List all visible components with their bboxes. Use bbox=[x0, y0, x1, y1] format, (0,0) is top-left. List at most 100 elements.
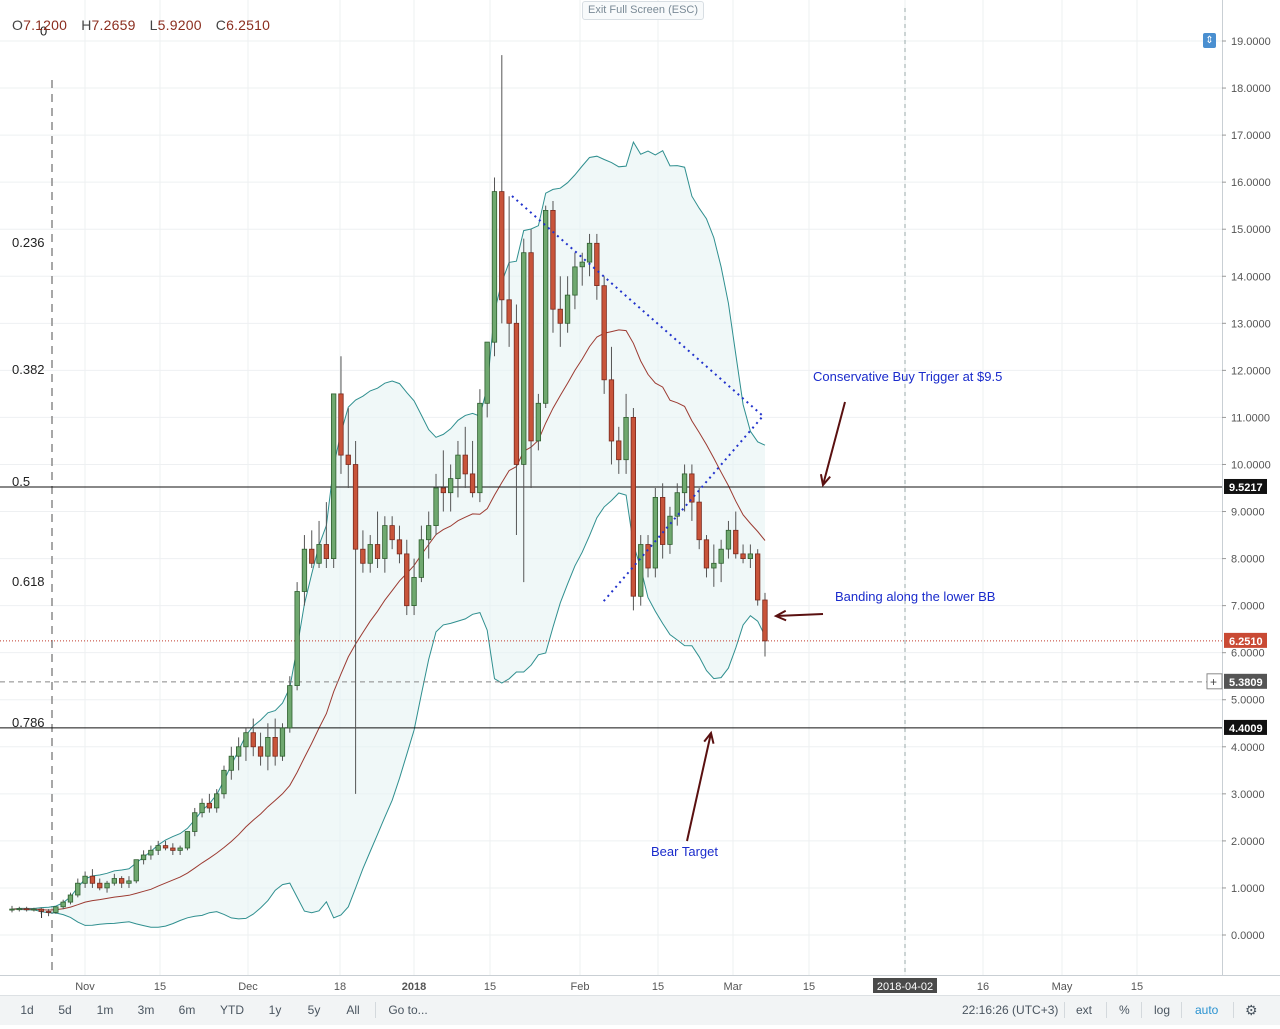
candle-body bbox=[97, 882, 103, 889]
candle-body bbox=[667, 515, 673, 545]
close-value: 6.2510 bbox=[226, 17, 271, 33]
candle-body bbox=[38, 908, 44, 912]
candle-body bbox=[477, 402, 483, 494]
candle-body bbox=[645, 544, 651, 569]
percent-scale-toggle[interactable]: % bbox=[1119, 1003, 1130, 1017]
candle-body bbox=[506, 299, 512, 324]
candle-body bbox=[564, 294, 571, 324]
log-scale-toggle[interactable]: log bbox=[1154, 1003, 1171, 1017]
candle-body bbox=[469, 473, 476, 494]
time-tick-label: 18 bbox=[334, 981, 346, 993]
add-alert-plus-icon[interactable] bbox=[1206, 673, 1223, 690]
open-value: 7.1200 bbox=[23, 17, 68, 33]
candle-body bbox=[309, 548, 315, 564]
candle-body bbox=[425, 525, 432, 541]
candle-body bbox=[16, 908, 22, 911]
exit-fullscreen-button[interactable]: Exit Full Screen (ESC) bbox=[582, 1, 705, 20]
extended-hours-toggle[interactable]: ext bbox=[1076, 1003, 1093, 1017]
toolbar-divider bbox=[375, 1002, 376, 1018]
timeframe-1m-button[interactable]: 1m bbox=[96, 1003, 114, 1017]
timeframe-1d-button[interactable]: 1d bbox=[20, 1003, 34, 1017]
price-tick-label: 8.0000 bbox=[1231, 554, 1265, 566]
toolbar-divider bbox=[1181, 1002, 1182, 1018]
timeframe-3m-button[interactable]: 3m bbox=[137, 1003, 155, 1017]
candle-body bbox=[396, 539, 403, 555]
toolbar-divider bbox=[1106, 1002, 1107, 1018]
candle-body bbox=[360, 548, 366, 564]
buy-trigger-arrow-head bbox=[819, 474, 831, 488]
auto-scale-toggle[interactable]: auto bbox=[1195, 1003, 1219, 1017]
close-label: C bbox=[215, 17, 227, 33]
candle-body bbox=[711, 562, 717, 569]
candle-body bbox=[703, 539, 710, 569]
price-tick-label: 19.0000 bbox=[1231, 36, 1271, 48]
candle-body bbox=[411, 577, 417, 607]
timeframe-1y-button[interactable]: 1y bbox=[268, 1003, 282, 1017]
candle-body bbox=[455, 454, 461, 480]
fib-0.786-price-tag: 4.4009 bbox=[1229, 723, 1263, 735]
candle-body bbox=[689, 473, 695, 503]
timeframe-all-button[interactable]: All bbox=[346, 1003, 360, 1017]
candle-body bbox=[718, 548, 724, 564]
price-tick-label: 4.0000 bbox=[1231, 742, 1265, 754]
open-label: O bbox=[12, 17, 24, 33]
candle-body bbox=[243, 732, 249, 748]
candle-body bbox=[681, 473, 688, 494]
candle-body bbox=[192, 812, 198, 832]
candle-body bbox=[45, 911, 52, 913]
candle-body bbox=[82, 875, 88, 884]
candle-body bbox=[272, 737, 278, 757]
candle-body bbox=[696, 501, 702, 541]
timeframe-ytd-button[interactable]: YTD bbox=[220, 1003, 244, 1017]
price-tick-label: 15.0000 bbox=[1231, 224, 1271, 236]
candle-body bbox=[213, 793, 220, 809]
candle-body bbox=[733, 529, 739, 555]
time-tick-label: Nov bbox=[75, 981, 95, 993]
candle-body bbox=[235, 746, 242, 757]
candle-body bbox=[491, 191, 498, 343]
price-tick-label: 18.0000 bbox=[1231, 83, 1271, 95]
banding-arrow-head bbox=[773, 609, 787, 622]
candle-body bbox=[484, 341, 490, 404]
settings-gear-icon[interactable]: ⚙ bbox=[1245, 1002, 1258, 1018]
goto-date-button[interactable]: Go to... bbox=[388, 1003, 428, 1017]
fib-level-label: 0 bbox=[40, 23, 47, 38]
candle-body bbox=[316, 544, 322, 564]
price-tick-label: 10.0000 bbox=[1231, 459, 1271, 471]
candle-body bbox=[447, 478, 454, 494]
candle-body bbox=[104, 882, 110, 889]
low-value: 5.9200 bbox=[157, 17, 202, 33]
candle-body bbox=[89, 875, 96, 884]
candle-body bbox=[155, 845, 161, 851]
candle-body bbox=[287, 685, 293, 729]
price-tick-label: 11.0000 bbox=[1231, 412, 1270, 424]
high-value: 7.2659 bbox=[91, 17, 136, 33]
timeframe-5y-button[interactable]: 5y bbox=[307, 1003, 321, 1017]
scale-arrows-icon[interactable]: ⇕ bbox=[1203, 33, 1216, 48]
candle-body bbox=[9, 908, 15, 911]
banding-arrow bbox=[775, 613, 824, 617]
annotation-buy-trigger: Conservative Buy Trigger at $9.5 bbox=[813, 369, 1002, 384]
candle-body bbox=[23, 908, 30, 911]
candle-body bbox=[616, 440, 622, 461]
fib-level-label: 0.5 bbox=[12, 474, 30, 489]
candle-body bbox=[762, 599, 768, 642]
candle-body bbox=[140, 854, 147, 861]
candle-body bbox=[543, 209, 549, 404]
high-label: H bbox=[81, 17, 92, 33]
candle-body bbox=[499, 191, 505, 301]
timeframe-6m-button[interactable]: 6m bbox=[178, 1003, 196, 1017]
date-cursor-tag: 2018-04-02 bbox=[877, 981, 933, 993]
candle-body bbox=[206, 802, 213, 809]
candle-body bbox=[228, 755, 235, 771]
candle-body bbox=[521, 252, 527, 465]
clock-timezone[interactable]: 22:16:26 (UTC+3) bbox=[962, 1003, 1059, 1017]
candle-body bbox=[257, 746, 264, 757]
candle-body bbox=[513, 322, 520, 465]
candle-body bbox=[199, 802, 205, 814]
text-cursor-marker: I bbox=[40, 909, 43, 921]
date-cursor-tag-bg bbox=[873, 978, 937, 993]
timeframe-5d-button[interactable]: 5d bbox=[58, 1003, 72, 1017]
